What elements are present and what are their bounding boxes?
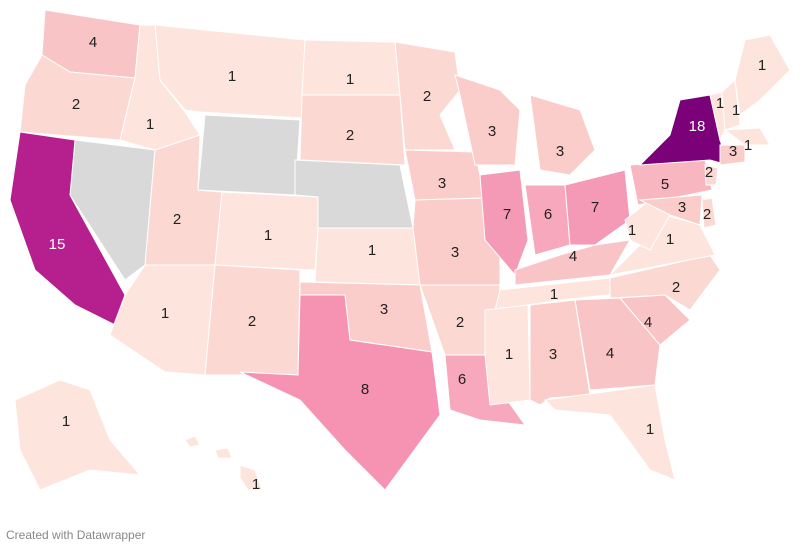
region (701, 197, 717, 229)
regions (9, 9, 791, 491)
region (299, 94, 406, 166)
region (529, 94, 596, 176)
region-value: 6 (458, 371, 466, 388)
region-value: 3 (729, 143, 737, 160)
region-value: 1 (228, 68, 236, 85)
region-value: 4 (644, 314, 652, 331)
region-value: 1 (505, 346, 513, 363)
region-value: 4 (89, 34, 97, 51)
region-value: 7 (591, 199, 599, 216)
region-value: 3 (438, 175, 446, 192)
region-value: 5 (661, 176, 669, 193)
region-value: 15 (49, 236, 66, 253)
region (723, 127, 771, 146)
region-value: 1 (758, 57, 766, 74)
region-value: 1 (744, 137, 752, 154)
region (543, 384, 676, 481)
region-value: 2 (346, 127, 354, 144)
region-value: 7 (503, 206, 511, 223)
region-value: 2 (672, 279, 680, 296)
region (734, 34, 791, 116)
region-value: 2 (72, 96, 80, 113)
region-value: 6 (544, 206, 552, 223)
region (484, 304, 531, 406)
region-value: 2 (703, 206, 711, 223)
region-value: 2 (173, 211, 181, 228)
region-value: 1 (346, 71, 354, 88)
region (239, 294, 441, 491)
region-value: 3 (380, 301, 388, 318)
region (719, 144, 746, 166)
region-value: 8 (361, 381, 369, 398)
region (721, 78, 741, 131)
credit: Created with Datawrapper (6, 528, 145, 542)
region-value: 3 (678, 199, 686, 216)
region-value: 1 (146, 116, 154, 133)
region-value: 3 (488, 123, 496, 140)
region-value: 18 (689, 118, 706, 135)
region (14, 379, 142, 491)
region (638, 194, 703, 226)
region-value: 1 (732, 102, 740, 119)
region-value: 4 (569, 248, 577, 265)
region (608, 214, 716, 276)
region-value: 1 (252, 476, 260, 493)
region (394, 41, 461, 151)
region (454, 74, 521, 166)
no-data-region (197, 114, 301, 196)
region-value: 1 (646, 421, 654, 438)
region (704, 164, 719, 186)
region (609, 254, 721, 311)
region-value: 2 (423, 88, 431, 105)
region-value: 3 (451, 244, 459, 261)
region-value: 1 (550, 286, 558, 303)
region-value: 1 (161, 305, 169, 322)
region-value: 1 (62, 413, 70, 430)
region-value: 1 (368, 242, 376, 259)
region-value: 2 (705, 164, 713, 181)
region-value: 2 (248, 313, 256, 330)
region-value: 1 (264, 227, 272, 244)
region-value: 3 (556, 143, 564, 160)
region (564, 169, 631, 246)
region (184, 435, 263, 491)
region-value: 2 (456, 314, 464, 331)
region (479, 169, 529, 276)
region-value: 1 (666, 231, 674, 248)
region-value: 3 (549, 346, 557, 363)
region-value: 1 (716, 95, 724, 112)
region-value: 1 (628, 222, 636, 239)
region-value: 4 (606, 345, 614, 362)
